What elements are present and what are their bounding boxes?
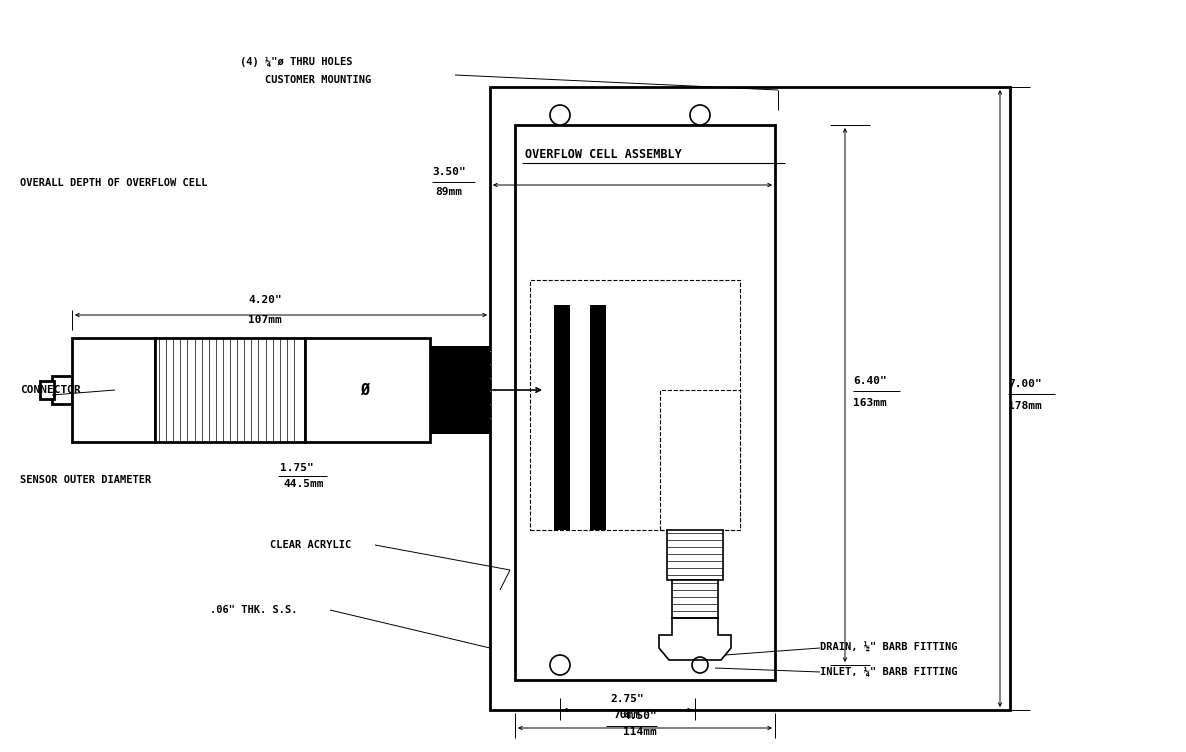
Text: 44.5mm: 44.5mm [283,479,324,489]
Text: 4.20": 4.20" [248,295,282,305]
Bar [515,125,774,680]
Circle shape [550,655,570,675]
Circle shape [550,105,570,125]
Text: 6.40": 6.40" [853,376,887,386]
Text: .06" THK. S.S.: .06" THK. S.S. [210,605,298,615]
Circle shape [690,105,710,125]
Text: 1.75": 1.75" [280,463,314,473]
Text: SENSOR OUTER DIAMETER: SENSOR OUTER DIAMETER [20,475,152,485]
Text: 3.50": 3.50" [432,167,466,177]
Text: 70mm: 70mm [613,710,640,720]
Circle shape [691,657,708,673]
Text: CLEAR ACRYLIC: CLEAR ACRYLIC [270,540,351,550]
Text: DRAIN, ½" BARB FITTING: DRAIN, ½" BARB FITTING [820,643,957,653]
Bar [490,87,1010,710]
Bar [305,338,431,442]
Bar [40,381,55,399]
Text: 178mm: 178mm [1008,401,1041,411]
Text: OVERALL DEPTH OF OVERFLOW CELL: OVERALL DEPTH OF OVERFLOW CELL [20,178,208,188]
Bar [672,580,718,618]
Bar [667,530,723,580]
Bar [530,280,740,530]
Text: 7.00": 7.00" [1008,379,1041,389]
Bar [431,346,490,434]
Text: 163mm: 163mm [853,398,887,408]
Bar [554,305,570,530]
Text: 107mm: 107mm [248,315,282,325]
Text: (4) ¼"ø THRU HOLES: (4) ¼"ø THRU HOLES [240,57,352,67]
Bar [659,390,740,530]
Text: 114mm: 114mm [623,727,657,737]
Bar [589,305,606,530]
Text: 4.50": 4.50" [623,711,657,721]
Bar [155,338,305,442]
Text: 2.75": 2.75" [610,694,644,704]
Text: 89mm: 89mm [435,187,463,197]
Text: OVERFLOW CELL ASSEMBLY: OVERFLOW CELL ASSEMBLY [525,148,682,162]
Text: CUSTOMER MOUNTING: CUSTOMER MOUNTING [264,75,371,85]
Bar [72,338,155,442]
Bar [52,376,72,404]
Text: Ø: Ø [361,383,370,398]
Text: CONNECTOR: CONNECTOR [20,385,81,395]
Text: INLET, ¼" BARB FITTING: INLET, ¼" BARB FITTING [820,667,957,677]
